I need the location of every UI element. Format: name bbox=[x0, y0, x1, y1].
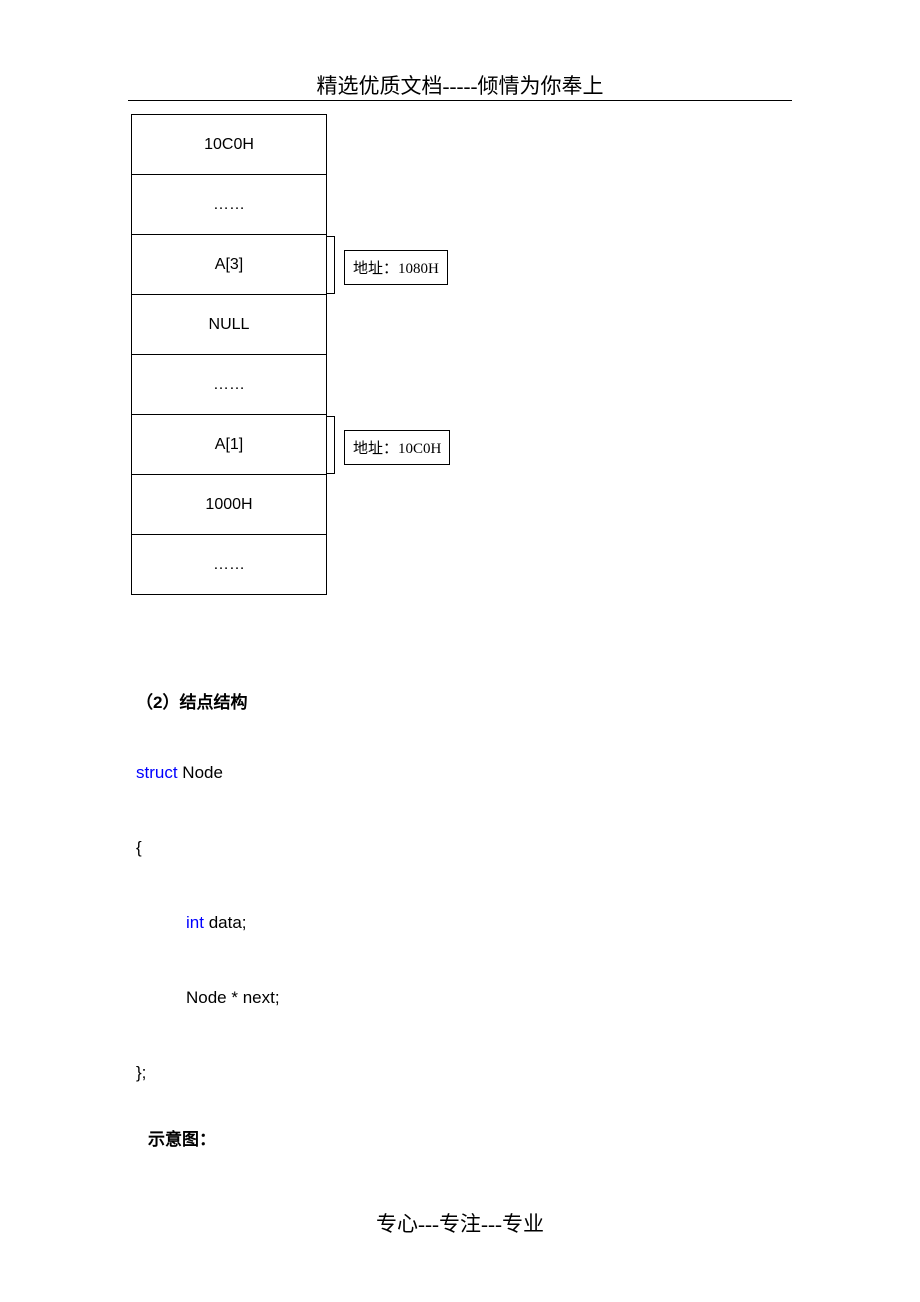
header-divider bbox=[128, 100, 792, 101]
table-cell: NULL bbox=[131, 294, 327, 355]
table-cell: 1000H bbox=[131, 474, 327, 535]
table-cell: …… bbox=[131, 174, 327, 235]
table-cell: 10C0H bbox=[131, 114, 327, 175]
page-footer: 专心---专注---专业 bbox=[0, 1208, 920, 1238]
code-line-struct: struct Node bbox=[136, 763, 223, 783]
address-label-2: 地址：10C0H bbox=[344, 430, 450, 465]
code-line-open-brace: { bbox=[136, 838, 142, 858]
schematic-heading: 示意图： bbox=[148, 1125, 216, 1150]
table-cell: A[1] bbox=[131, 414, 327, 475]
table-cell: …… bbox=[131, 354, 327, 415]
table-cell: …… bbox=[131, 534, 327, 595]
code-line-int: int data; bbox=[186, 913, 247, 933]
keyword-struct: struct bbox=[136, 763, 178, 782]
memory-table: 10C0H …… A[3] NULL …… A[1] 1000H …… bbox=[131, 114, 327, 595]
int-decl: data; bbox=[204, 913, 247, 932]
address-label-1: 地址：1080H bbox=[344, 250, 448, 285]
code-line-node: Node * next; bbox=[186, 988, 280, 1008]
struct-name: Node bbox=[178, 763, 223, 782]
section-heading: （2）结点结构 bbox=[136, 688, 247, 713]
bracket-1 bbox=[327, 236, 335, 294]
bracket-2 bbox=[327, 416, 335, 474]
page-header: 精选优质文档-----倾情为你奉上 bbox=[0, 70, 920, 100]
keyword-int: int bbox=[186, 913, 204, 932]
code-line-close-brace: }; bbox=[136, 1063, 146, 1083]
table-cell: A[3] bbox=[131, 234, 327, 295]
